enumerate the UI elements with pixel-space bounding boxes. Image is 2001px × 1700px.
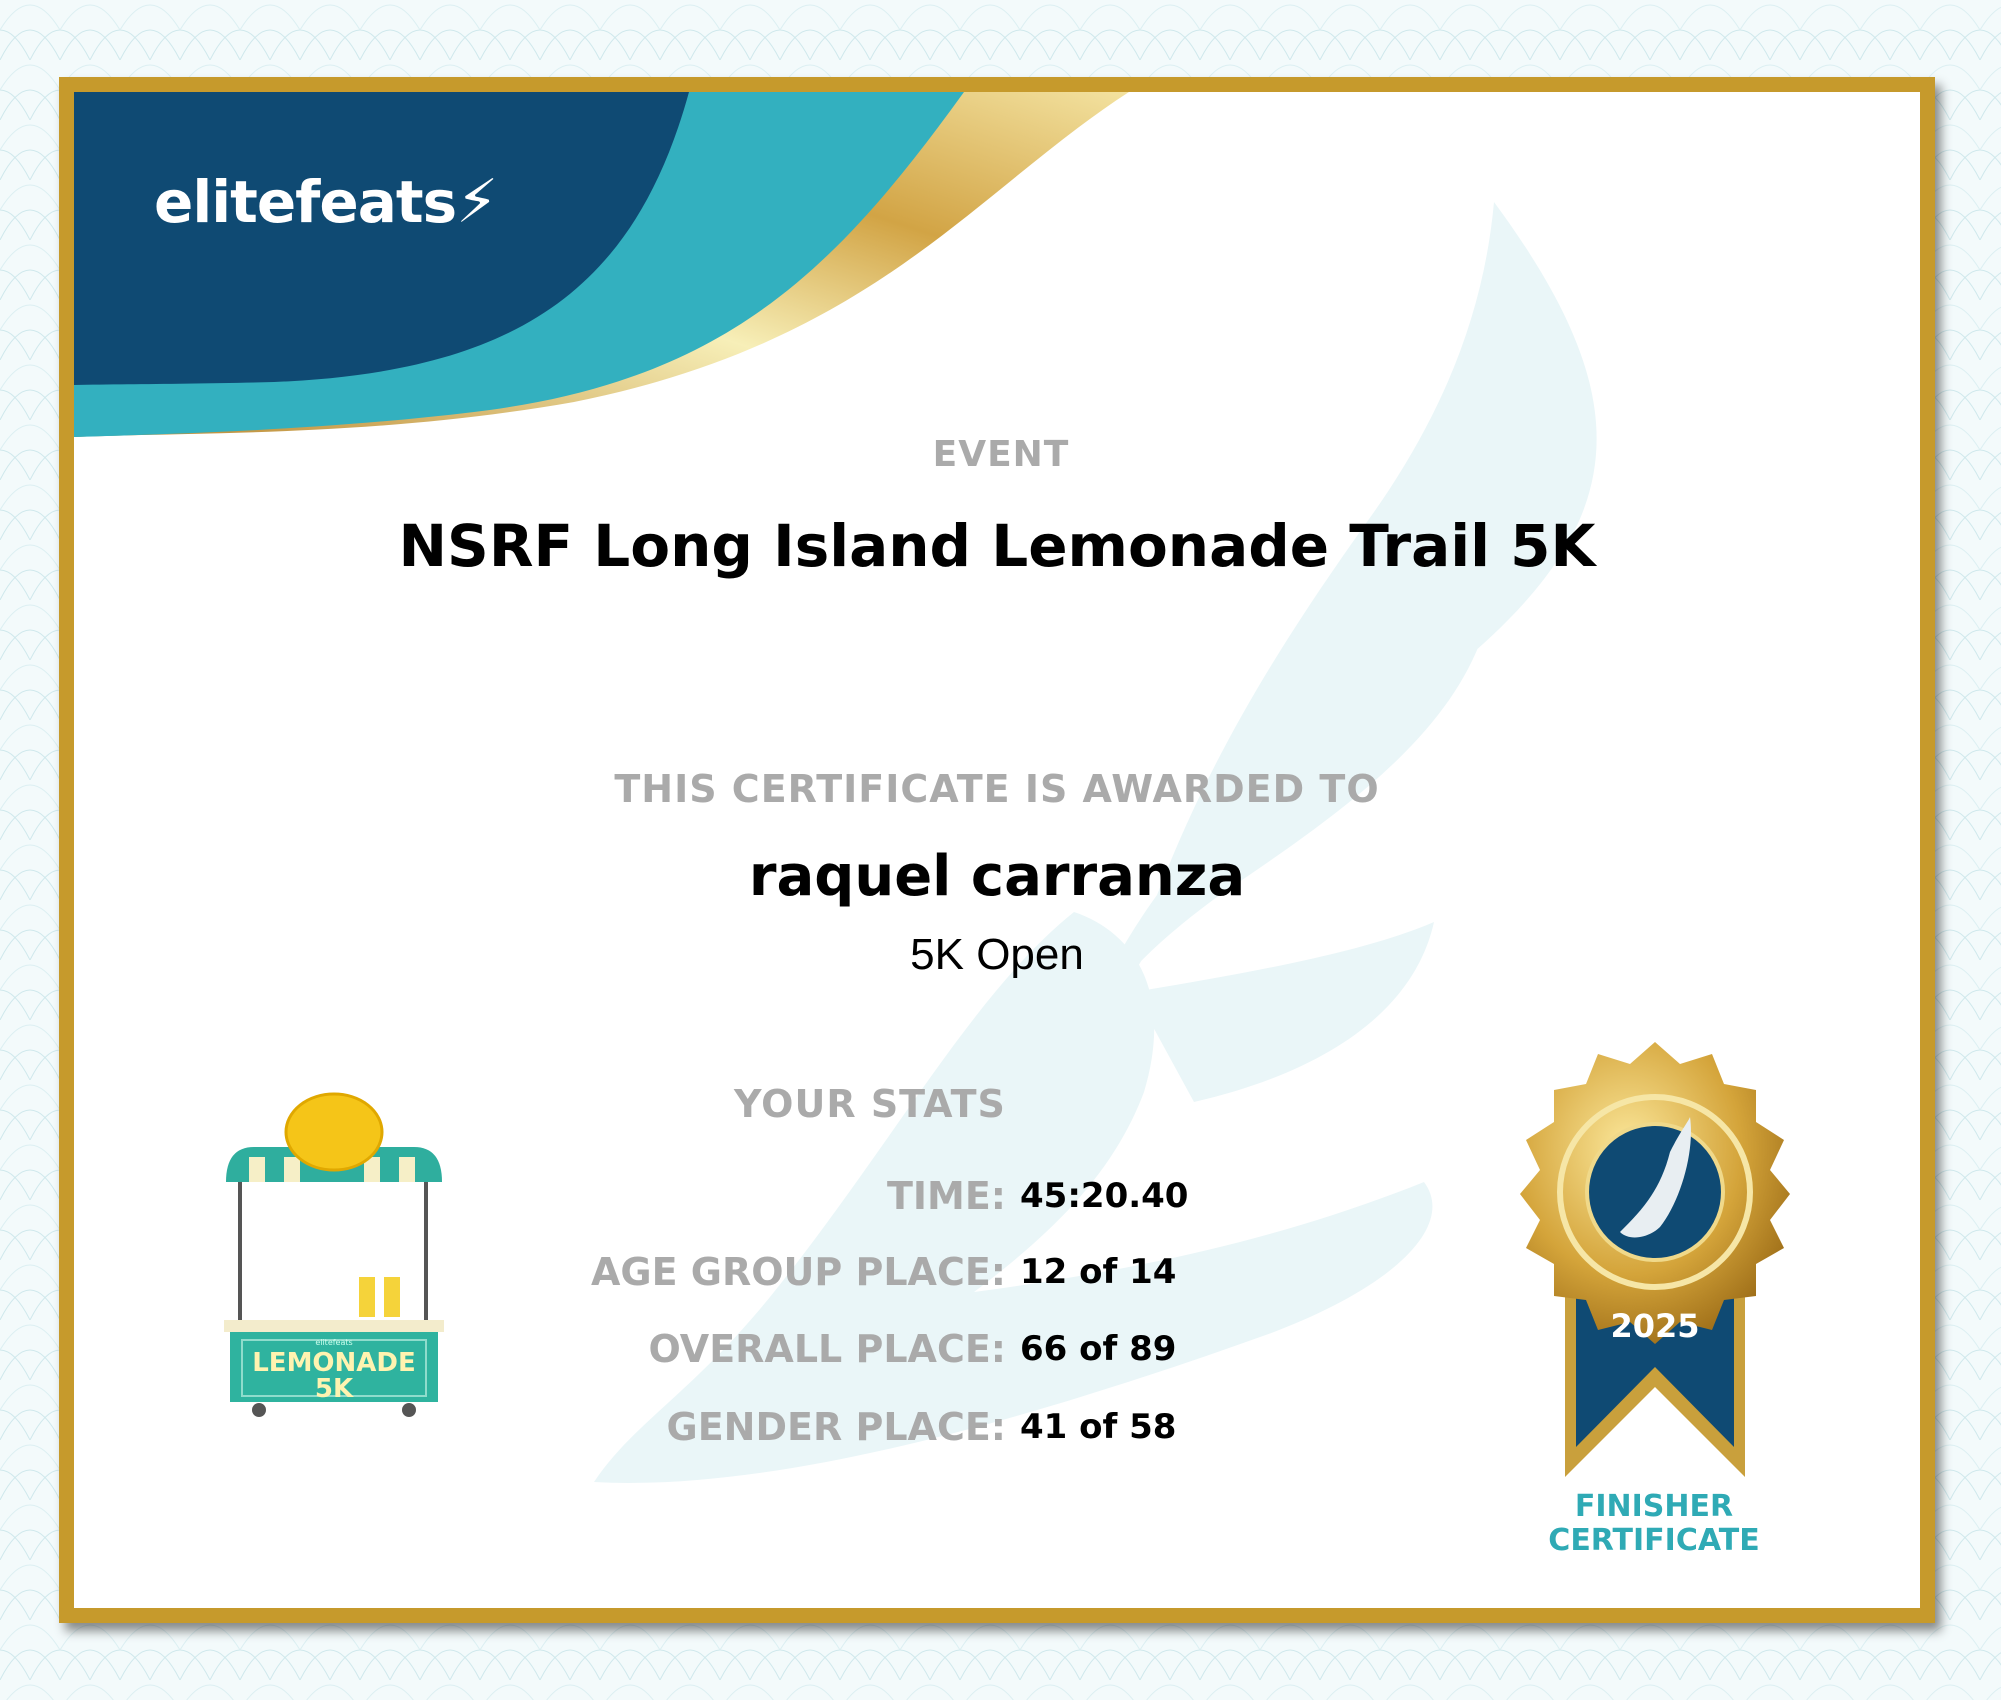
winged-foot-icon: ⚡ bbox=[456, 167, 498, 237]
finisher-medal: 2025 bbox=[1510, 1042, 1800, 1482]
stat-row-gender-place: GENDER PLACE: 41 of 58 bbox=[666, 1405, 1177, 1449]
division: 5K Open bbox=[910, 930, 1084, 979]
medal-year: 2025 bbox=[1610, 1307, 1700, 1345]
winged-foot-watermark-icon bbox=[594, 202, 1597, 1483]
lemonade-stand-illustration: elitefeats LEMONADE 5K bbox=[224, 1092, 444, 1417]
awarded-to-label: THIS CERTIFICATE IS AWARDED TO bbox=[614, 767, 1380, 811]
elitefeats-logo: elitefeats⚡ bbox=[154, 167, 498, 237]
stat-row-time: TIME: 45:20.40 bbox=[886, 1174, 1189, 1218]
event-name: NSRF Long Island Lemonade Trail 5K bbox=[398, 512, 1596, 580]
recipient-name: raquel carranza bbox=[748, 844, 1246, 909]
stat-row-age-group-place: AGE GROUP PLACE: 12 of 14 bbox=[591, 1250, 1177, 1294]
finisher-caption: FINISHER CERTIFICATE bbox=[1548, 1489, 1760, 1558]
stand-sign: LEMONADE 5K bbox=[252, 1348, 416, 1404]
event-label: EVENT bbox=[932, 434, 1070, 475]
stat-row-overall-place: OVERALL PLACE: 66 of 89 bbox=[648, 1327, 1177, 1371]
certificate-frame: elitefeats⚡ EVENT NSRF Long Island Lemon… bbox=[59, 77, 1935, 1623]
header-swoosh bbox=[74, 92, 1129, 437]
winged-foot-icon bbox=[1620, 1117, 1691, 1238]
your-stats-label: YOUR STATS bbox=[734, 1082, 1006, 1126]
